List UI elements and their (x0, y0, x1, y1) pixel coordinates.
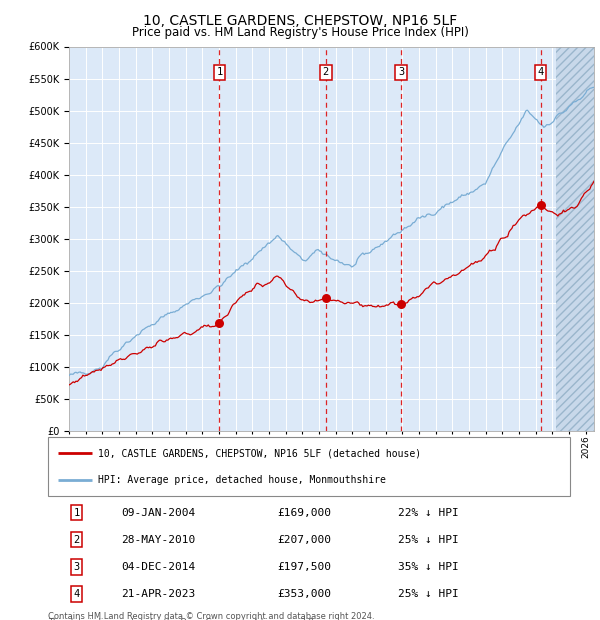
Text: 25% ↓ HPI: 25% ↓ HPI (398, 535, 458, 545)
Text: 10, CASTLE GARDENS, CHEPSTOW, NP16 5LF (detached house): 10, CASTLE GARDENS, CHEPSTOW, NP16 5LF (… (98, 448, 421, 458)
Text: 4: 4 (538, 67, 544, 77)
Text: £353,000: £353,000 (278, 589, 332, 599)
Text: 1: 1 (217, 67, 223, 77)
Text: HPI: Average price, detached house, Monmouthshire: HPI: Average price, detached house, Monm… (98, 475, 385, 485)
Text: 2: 2 (323, 67, 329, 77)
Bar (556, 46, 594, 431)
Text: 3: 3 (74, 562, 80, 572)
Text: 21-APR-2023: 21-APR-2023 (121, 589, 196, 599)
Text: Price paid vs. HM Land Registry's House Price Index (HPI): Price paid vs. HM Land Registry's House … (131, 26, 469, 39)
Text: 28-MAY-2010: 28-MAY-2010 (121, 535, 196, 545)
Text: £207,000: £207,000 (278, 535, 332, 545)
Text: 04-DEC-2014: 04-DEC-2014 (121, 562, 196, 572)
Text: £197,500: £197,500 (278, 562, 332, 572)
Text: £169,000: £169,000 (278, 508, 332, 518)
Text: 3: 3 (398, 67, 404, 77)
Text: 09-JAN-2004: 09-JAN-2004 (121, 508, 196, 518)
Text: 35% ↓ HPI: 35% ↓ HPI (398, 562, 458, 572)
Text: Contains HM Land Registry data © Crown copyright and database right 2024.: Contains HM Land Registry data © Crown c… (48, 612, 374, 620)
Text: This data is licensed under the Open Government Licence v3.0.: This data is licensed under the Open Gov… (48, 618, 316, 620)
Text: 10, CASTLE GARDENS, CHEPSTOW, NP16 5LF: 10, CASTLE GARDENS, CHEPSTOW, NP16 5LF (143, 14, 457, 28)
Text: 4: 4 (74, 589, 80, 599)
Text: 25% ↓ HPI: 25% ↓ HPI (398, 589, 458, 599)
Text: 2: 2 (74, 535, 80, 545)
Text: 1: 1 (74, 508, 80, 518)
Text: 22% ↓ HPI: 22% ↓ HPI (398, 508, 458, 518)
